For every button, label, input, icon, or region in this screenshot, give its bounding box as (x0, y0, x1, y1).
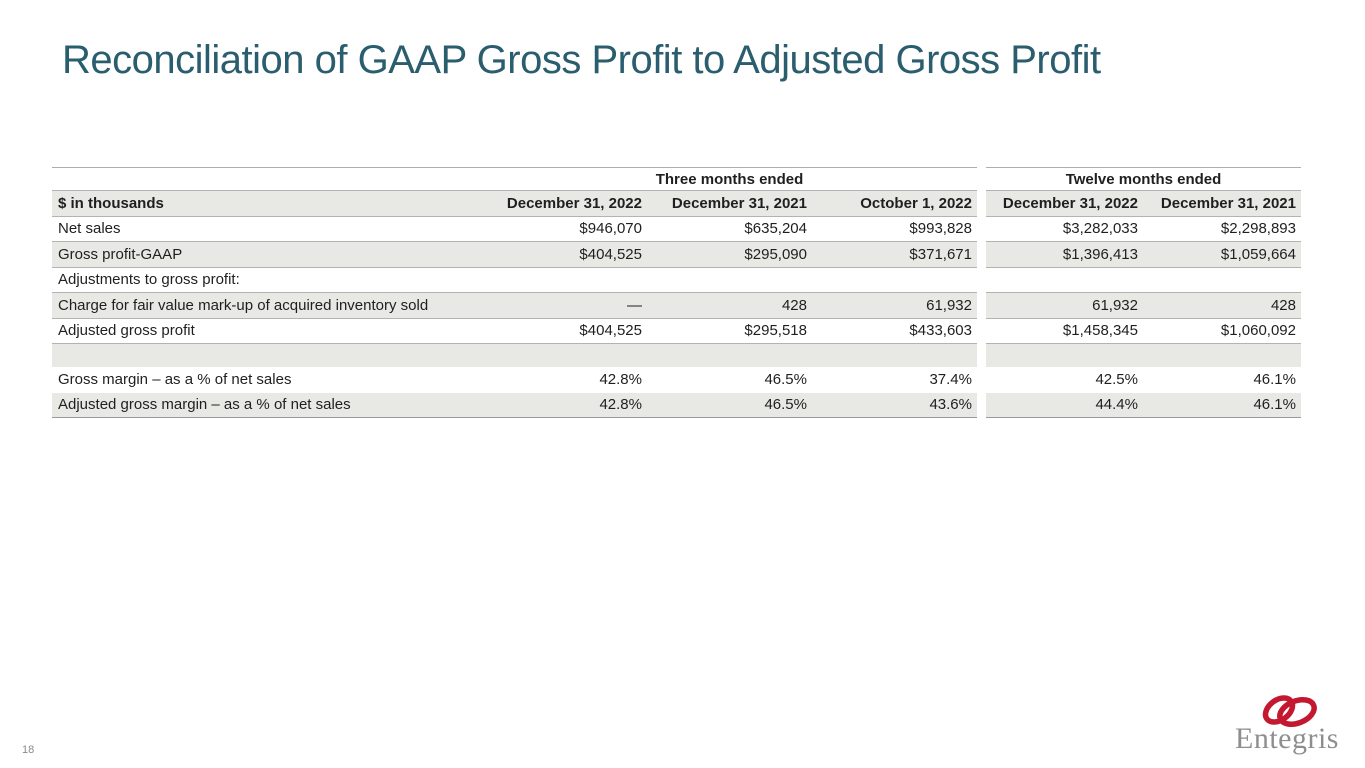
column-header: December 31, 2022 (986, 191, 1143, 217)
group-header-twelve-months: Twelve months ended (986, 167, 1301, 191)
table-header-row: $ in thousands December 31, 2022 Decembe… (52, 191, 1301, 217)
column-gap (977, 344, 986, 367)
row-value: $1,060,092 (1143, 318, 1301, 344)
row-value (812, 267, 977, 293)
row-value: 46.1% (1143, 367, 1301, 393)
column-gap (977, 216, 986, 242)
row-value (812, 344, 977, 367)
row-label: Gross profit-GAAP (52, 242, 482, 268)
row-value: $404,525 (482, 242, 647, 268)
table-row-spacer (52, 344, 1301, 367)
row-label: Adjustments to gross profit: (52, 267, 482, 293)
column-gap (977, 191, 986, 217)
group-header-empty-cell (52, 167, 482, 191)
row-value: 42.8% (482, 367, 647, 393)
column-header: December 31, 2021 (1143, 191, 1301, 217)
row-value: 42.5% (986, 367, 1143, 393)
page-title: Reconciliation of GAAP Gross Profit to A… (62, 38, 1101, 82)
column-gap (977, 267, 986, 293)
row-value: $3,282,033 (986, 216, 1143, 242)
row-value (647, 267, 812, 293)
table-row-gross-profit-gaap: Gross profit-GAAP $404,525 $295,090 $371… (52, 242, 1301, 268)
row-value: 428 (647, 293, 812, 319)
group-header-three-months: Three months ended (482, 167, 977, 191)
header-units-label: $ in thousands (52, 191, 482, 217)
entegris-logo: Entegris (1227, 693, 1347, 754)
row-label: Adjusted gross profit (52, 318, 482, 344)
page-number: 18 (22, 744, 35, 756)
row-value: 61,932 (812, 293, 977, 319)
row-value (1143, 267, 1301, 293)
column-gap (977, 318, 986, 344)
column-gap (977, 392, 986, 418)
row-value: 46.1% (1143, 392, 1301, 418)
column-header: December 31, 2022 (482, 191, 647, 217)
row-value: $295,090 (647, 242, 812, 268)
table-row-adjusted-gross-margin: Adjusted gross margin – as a % of net sa… (52, 392, 1301, 418)
row-value (986, 267, 1143, 293)
row-label: Adjusted gross margin – as a % of net sa… (52, 392, 482, 418)
row-label: Gross margin – as a % of net sales (52, 367, 482, 393)
row-value (482, 267, 647, 293)
row-value (647, 344, 812, 367)
row-value (482, 344, 647, 367)
row-value (1143, 344, 1301, 367)
row-value: — (482, 293, 647, 319)
column-gap (977, 367, 986, 393)
row-value: $1,059,664 (1143, 242, 1301, 268)
row-value: 42.8% (482, 392, 647, 418)
row-value: $2,298,893 (1143, 216, 1301, 242)
entegris-wordmark: Entegris (1235, 722, 1339, 755)
column-header: October 1, 2022 (812, 191, 977, 217)
row-label: Charge for fair value mark-up of acquire… (52, 293, 482, 319)
table-row-adjusted-gross-profit: Adjusted gross profit $404,525 $295,518 … (52, 318, 1301, 344)
column-gap (977, 167, 986, 191)
table-row-gross-margin: Gross margin – as a % of net sales 42.8%… (52, 367, 1301, 393)
row-value: 428 (1143, 293, 1301, 319)
row-value: 46.5% (647, 392, 812, 418)
row-value (986, 344, 1143, 367)
row-value: $1,458,345 (986, 318, 1143, 344)
row-value: 44.4% (986, 392, 1143, 418)
entegris-rings-icon (1262, 695, 1317, 727)
column-gap (977, 293, 986, 319)
row-label (52, 344, 482, 367)
row-value: $946,070 (482, 216, 647, 242)
table-row-adjustments-heading: Adjustments to gross profit: (52, 267, 1301, 293)
row-value: 46.5% (647, 367, 812, 393)
table-group-header-row: Three months ended Twelve months ended (52, 167, 1301, 191)
row-value: $404,525 (482, 318, 647, 344)
row-value: $433,603 (812, 318, 977, 344)
column-header: December 31, 2021 (647, 191, 812, 217)
row-value: $295,518 (647, 318, 812, 344)
row-value: 43.6% (812, 392, 977, 418)
row-value: 61,932 (986, 293, 1143, 319)
row-value: $635,204 (647, 216, 812, 242)
table-row-inventory-charge: Charge for fair value mark-up of acquire… (52, 293, 1301, 319)
row-label: Net sales (52, 216, 482, 242)
table-row-net-sales: Net sales $946,070 $635,204 $993,828 $3,… (52, 216, 1301, 242)
column-gap (977, 242, 986, 268)
row-value: $993,828 (812, 216, 977, 242)
gross-profit-reconciliation-table: Three months ended Twelve months ended $… (52, 167, 1301, 418)
row-value: 37.4% (812, 367, 977, 393)
row-value: $1,396,413 (986, 242, 1143, 268)
row-value: $371,671 (812, 242, 977, 268)
